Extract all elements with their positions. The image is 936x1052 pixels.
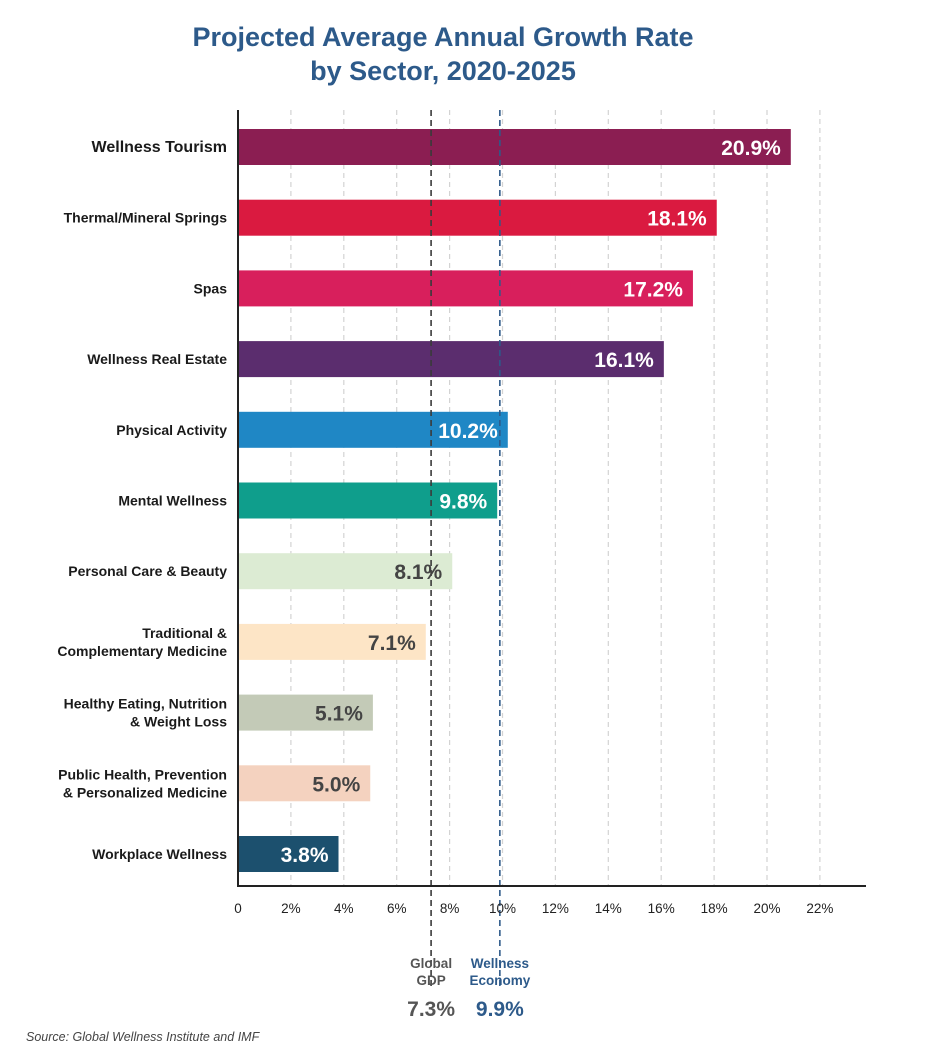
chart-title-line2: by Sector, 2020-2025 bbox=[310, 56, 576, 86]
x-tick-label: 4% bbox=[334, 901, 354, 916]
bar bbox=[238, 199, 717, 236]
category-label: Complementary Medicine bbox=[57, 643, 227, 659]
bar bbox=[238, 411, 508, 448]
category-label: & Weight Loss bbox=[130, 714, 227, 730]
reference-line-value: 9.9% bbox=[476, 998, 524, 1021]
category-label: Public Health, Prevention bbox=[58, 766, 227, 782]
category-label: Spas bbox=[194, 280, 228, 296]
bar bbox=[238, 270, 693, 307]
data-label: 5.0% bbox=[312, 773, 360, 796]
data-label: 16.1% bbox=[594, 349, 654, 372]
x-tick-label: 14% bbox=[595, 901, 622, 916]
category-label: Wellness Real Estate bbox=[87, 351, 227, 367]
category-label: Physical Activity bbox=[116, 422, 227, 438]
category-label: Workplace Wellness bbox=[92, 846, 227, 862]
category-label: & Personalized Medicine bbox=[63, 784, 227, 800]
x-tick-label: 8% bbox=[440, 901, 460, 916]
source-note: Source: Global Wellness Institute and IM… bbox=[26, 1030, 260, 1044]
x-tick-label: 6% bbox=[387, 901, 407, 916]
x-tick-label: 22% bbox=[806, 901, 833, 916]
reference-line-label: GDP bbox=[416, 973, 445, 988]
data-label: 3.8% bbox=[281, 844, 329, 867]
category-label: Traditional & bbox=[142, 625, 227, 641]
data-label: 5.1% bbox=[315, 703, 363, 726]
x-tick-label: 10% bbox=[489, 901, 516, 916]
data-label: 8.1% bbox=[394, 561, 442, 584]
bar bbox=[238, 482, 498, 519]
reference-line-value: 7.3% bbox=[407, 998, 455, 1021]
reference-line-label: Economy bbox=[469, 973, 530, 988]
bar bbox=[238, 341, 664, 378]
x-tick-label: 0 bbox=[234, 901, 242, 916]
bar bbox=[238, 694, 373, 731]
category-label: Wellness Tourism bbox=[92, 139, 227, 156]
bar bbox=[238, 553, 453, 590]
x-tick-label: 16% bbox=[648, 901, 675, 916]
bar bbox=[238, 836, 339, 872]
data-label: 17.2% bbox=[623, 278, 683, 301]
bar bbox=[238, 765, 371, 802]
x-tick-label: 20% bbox=[753, 901, 780, 916]
reference-line-label: Wellness bbox=[471, 956, 529, 971]
data-label: 7.1% bbox=[368, 632, 416, 655]
data-label: 9.8% bbox=[439, 491, 487, 514]
chart-title: Projected Average Annual Growth Rate by … bbox=[0, 20, 886, 88]
chart-title-line1: Projected Average Annual Growth Rate bbox=[192, 22, 694, 52]
data-label: 20.9% bbox=[721, 137, 781, 160]
bar bbox=[238, 129, 791, 165]
data-label: 10.2% bbox=[438, 420, 498, 443]
x-tick-label: 18% bbox=[701, 901, 728, 916]
bar bbox=[238, 623, 426, 660]
category-label: Healthy Eating, Nutrition bbox=[64, 696, 227, 712]
category-label: Thermal/Mineral Springs bbox=[64, 210, 228, 226]
x-tick-label: 2% bbox=[281, 901, 301, 916]
category-label: Personal Care & Beauty bbox=[68, 563, 227, 579]
data-label: 18.1% bbox=[647, 208, 707, 231]
category-label: Mental Wellness bbox=[118, 493, 227, 509]
x-tick-label: 12% bbox=[542, 901, 569, 916]
reference-line-label: Global bbox=[410, 956, 452, 971]
